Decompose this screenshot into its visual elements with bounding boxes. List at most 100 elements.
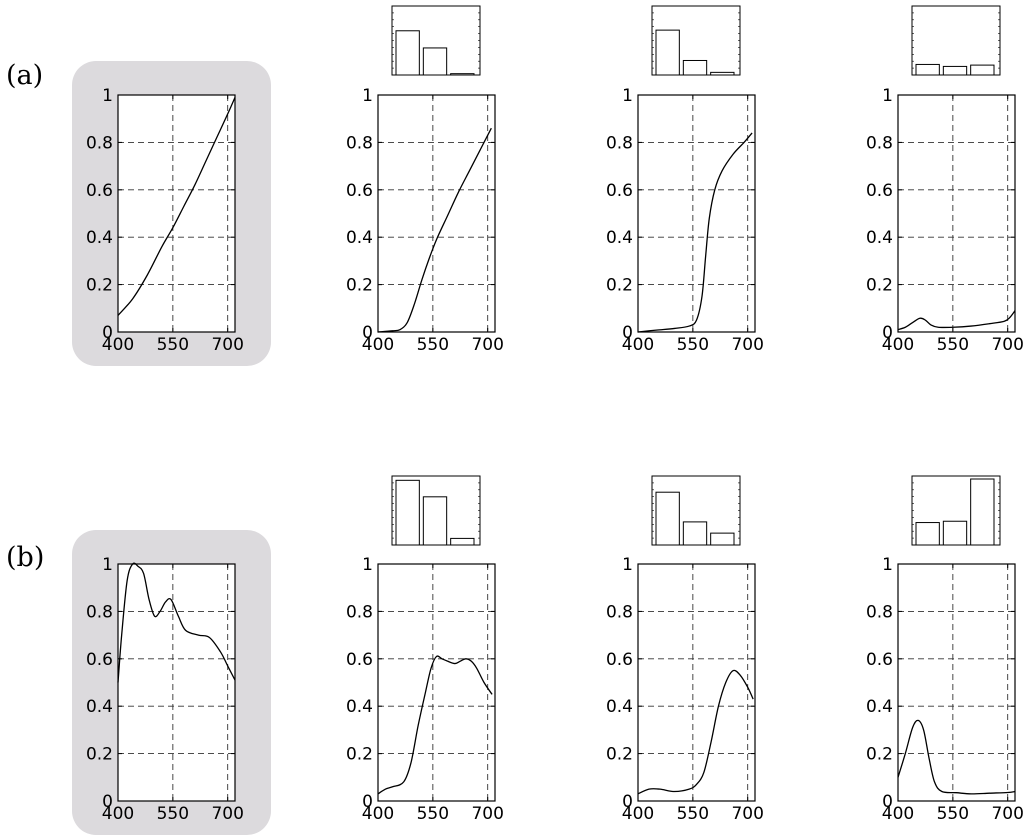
y-tick-label: 0 xyxy=(362,792,373,812)
y-tick-label: 0 xyxy=(102,792,113,812)
y-tick-label: 0.4 xyxy=(86,697,113,717)
inset-bar xyxy=(450,73,475,76)
chart-panel-b-1: 0 0.2 0.4 0.6 0.8 1 400 550 700 xyxy=(72,530,271,835)
y-tick-label: 0.6 xyxy=(606,181,633,201)
series-line xyxy=(377,127,492,333)
series-line xyxy=(637,132,753,333)
chart-panel-a-4: 0 0.2 0.4 0.6 0.8 1 400 550 700 xyxy=(866,5,1024,355)
y-tick-label: 0 xyxy=(882,323,893,343)
y-tick-label: 0.4 xyxy=(346,228,373,248)
y-tick-label: 0.4 xyxy=(86,228,113,248)
inset-bar-chart xyxy=(911,475,1001,546)
y-tick-label: 1 xyxy=(362,86,373,106)
y-tick-label: 0.6 xyxy=(346,650,373,670)
series-line xyxy=(377,655,493,795)
x-tick-label: 550 xyxy=(937,335,969,355)
plot-frame xyxy=(637,563,756,802)
y-tick-label: 0.8 xyxy=(606,133,633,153)
series-line xyxy=(897,310,1016,331)
y-tick-label: 0.8 xyxy=(866,602,893,622)
plot-area xyxy=(378,95,495,332)
chart-panel-b-3: 0 0.2 0.4 0.6 0.8 1 400 550 700 xyxy=(606,475,764,824)
y-tick-label: 0.2 xyxy=(866,276,893,296)
y-tick-label: 0 xyxy=(882,792,893,812)
x-tick-label: 550 xyxy=(157,335,189,355)
inset-bar xyxy=(395,479,420,546)
y-tick-label: 0.4 xyxy=(866,697,893,717)
x-tick-label: 550 xyxy=(937,804,969,824)
y-tick-label: 0.6 xyxy=(606,650,633,670)
series-line xyxy=(117,562,236,683)
y-tick-label: 0 xyxy=(102,323,113,343)
y-tick-label: 1 xyxy=(102,555,113,575)
inset-bar xyxy=(682,59,708,76)
y-tick-label: 0.8 xyxy=(86,133,113,153)
row-label-a: (a) xyxy=(6,60,44,91)
y-tick-label: 0.2 xyxy=(346,276,373,296)
plot-area xyxy=(118,95,235,332)
x-tick-label: 700 xyxy=(211,335,243,355)
x-tick-label: 700 xyxy=(471,804,503,824)
chart-panel-b-2: 0 0.2 0.4 0.6 0.8 1 400 550 700 xyxy=(346,475,504,824)
plot-area xyxy=(638,564,755,801)
plot-frame xyxy=(897,563,1016,802)
y-tick-label: 0.2 xyxy=(86,745,113,765)
y-tick-label: 0 xyxy=(362,323,373,343)
inset-bar xyxy=(915,63,940,76)
y-tick-label: 0.6 xyxy=(866,650,893,670)
y-tick-label: 0 xyxy=(622,323,633,343)
plot-area xyxy=(118,564,235,801)
inset-bar xyxy=(970,64,995,76)
inset-bar-chart xyxy=(911,5,1001,76)
inset-bar xyxy=(422,496,448,546)
chart-panel-a-3: 0 0.2 0.4 0.6 0.8 1 400 550 700 xyxy=(606,5,764,355)
x-tick-label: 700 xyxy=(471,335,503,355)
x-tick-label: 400 xyxy=(102,335,134,355)
y-tick-label: 0 xyxy=(622,792,633,812)
series-line xyxy=(897,719,1016,795)
y-tick-label: 1 xyxy=(882,555,893,575)
plot-frame xyxy=(377,94,496,333)
x-tick-label: 400 xyxy=(362,335,394,355)
x-tick-label: 700 xyxy=(731,804,763,824)
y-tick-label: 0.8 xyxy=(346,602,373,622)
y-tick-label: 1 xyxy=(102,86,113,106)
inset-bar xyxy=(942,520,968,546)
inset-bar xyxy=(710,71,735,76)
y-tick-label: 1 xyxy=(882,86,893,106)
inset-bar xyxy=(970,478,995,546)
y-tick-label: 1 xyxy=(362,555,373,575)
y-tick-label: 0.4 xyxy=(866,228,893,248)
y-tick-label: 0.6 xyxy=(866,181,893,201)
y-tick-label: 0.6 xyxy=(86,650,113,670)
y-tick-label: 1 xyxy=(622,555,633,575)
x-tick-label: 550 xyxy=(417,804,449,824)
plot-frame xyxy=(637,94,756,333)
y-tick-label: 0.8 xyxy=(866,133,893,153)
x-tick-label: 400 xyxy=(882,804,914,824)
x-tick-label: 550 xyxy=(157,804,189,824)
plot-area xyxy=(898,95,1015,332)
y-tick-label: 0.8 xyxy=(606,602,633,622)
y-tick-label: 0.4 xyxy=(606,228,633,248)
plot-area xyxy=(638,95,755,332)
chart-panel-b-4: 0 0.2 0.4 0.6 0.8 1 400 550 700 xyxy=(866,475,1024,824)
plot-frame xyxy=(897,94,1016,333)
y-tick-label: 1 xyxy=(622,86,633,106)
x-tick-label: 550 xyxy=(677,335,709,355)
y-tick-label: 0.2 xyxy=(866,745,893,765)
x-tick-label: 700 xyxy=(731,335,763,355)
x-tick-label: 700 xyxy=(211,804,243,824)
inset-bar-chart xyxy=(651,5,741,76)
plot-frame xyxy=(117,94,236,333)
y-tick-label: 0.2 xyxy=(346,745,373,765)
x-tick-label: 400 xyxy=(622,804,654,824)
y-tick-label: 0.2 xyxy=(86,276,113,296)
inset-bar-chart xyxy=(651,475,741,546)
inset-bar xyxy=(655,29,680,76)
inset-bar xyxy=(710,532,735,546)
x-tick-label: 400 xyxy=(362,804,394,824)
chart-panel-a-2: 0 0.2 0.4 0.6 0.8 1 400 550 700 xyxy=(346,5,504,355)
y-tick-label: 0.8 xyxy=(346,133,373,153)
